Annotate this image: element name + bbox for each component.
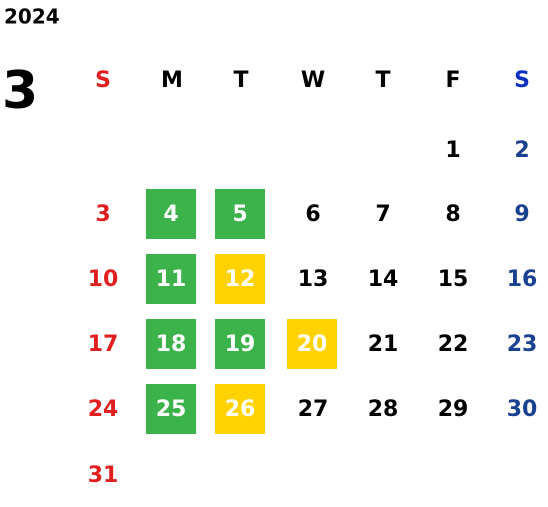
day-number: 4 — [163, 202, 178, 227]
highlight-box — [287, 319, 337, 369]
weekday-label: F — [445, 68, 460, 93]
day-number: 26 — [225, 397, 256, 422]
day-number: 30 — [507, 397, 538, 422]
weekday-label: S — [514, 68, 530, 93]
day-number: 11 — [156, 267, 187, 292]
weekday-label: T — [375, 68, 390, 93]
day-number: 1 — [445, 138, 460, 163]
day-number: 20 — [297, 332, 328, 357]
year: 2024 — [4, 5, 60, 29]
weekday-label: T — [233, 68, 248, 93]
highlight-box — [146, 384, 196, 434]
highlight-box — [146, 254, 196, 304]
day-number: 9 — [514, 202, 529, 227]
highlight-box — [215, 254, 265, 304]
day-number: 29 — [438, 397, 469, 422]
weekday-label: M — [161, 68, 183, 93]
day-number: 6 — [305, 202, 320, 227]
day-number: 5 — [232, 202, 247, 227]
day-number: 22 — [438, 332, 469, 357]
day-number: 3 — [95, 202, 110, 227]
highlight-box — [215, 384, 265, 434]
day-number: 18 — [156, 332, 187, 357]
day-number: 13 — [298, 267, 329, 292]
day-number: 14 — [368, 267, 399, 292]
day-number: 25 — [156, 397, 187, 422]
day-number: 17 — [88, 332, 119, 357]
day-number: 8 — [445, 202, 460, 227]
day-number: 15 — [438, 267, 469, 292]
day-number: 12 — [225, 267, 256, 292]
day-number: 10 — [88, 267, 119, 292]
highlight-box — [215, 189, 265, 239]
day-number: 2 — [514, 138, 529, 163]
month: 3 — [2, 61, 38, 121]
day-number: 28 — [368, 397, 399, 422]
day-number: 31 — [88, 463, 119, 488]
day-number: 16 — [507, 267, 538, 292]
weekday-label: W — [301, 68, 325, 93]
weekday-label: S — [95, 68, 111, 93]
highlight-box — [146, 319, 196, 369]
highlight-box — [146, 189, 196, 239]
day-number: 19 — [225, 332, 256, 357]
day-number: 7 — [375, 202, 390, 227]
day-number: 23 — [507, 332, 538, 357]
day-number: 27 — [298, 397, 329, 422]
day-number: 21 — [368, 332, 399, 357]
highlight-box — [215, 319, 265, 369]
day-number: 24 — [88, 397, 119, 422]
